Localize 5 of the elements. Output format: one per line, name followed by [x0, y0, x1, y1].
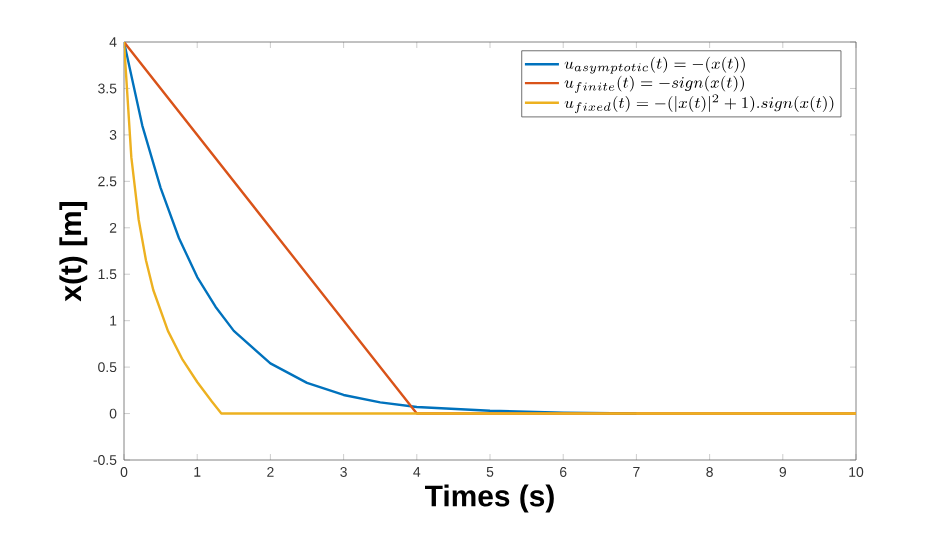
- x-axis-title: Times (s): [425, 484, 554, 513]
- y-axis-title: x(t) [m]: [59, 202, 88, 302]
- legend-label: $u_{asymptotic}(t) = -(x(t))$: [564, 56, 745, 74]
- legend-label: $u_{fixed}(t) = -(|x(t)|^{2} + 1).sign(x(t))$: [564, 94, 834, 114]
- legend-label: $u_{finite}(t) = -sign(x(t))$: [564, 75, 744, 93]
